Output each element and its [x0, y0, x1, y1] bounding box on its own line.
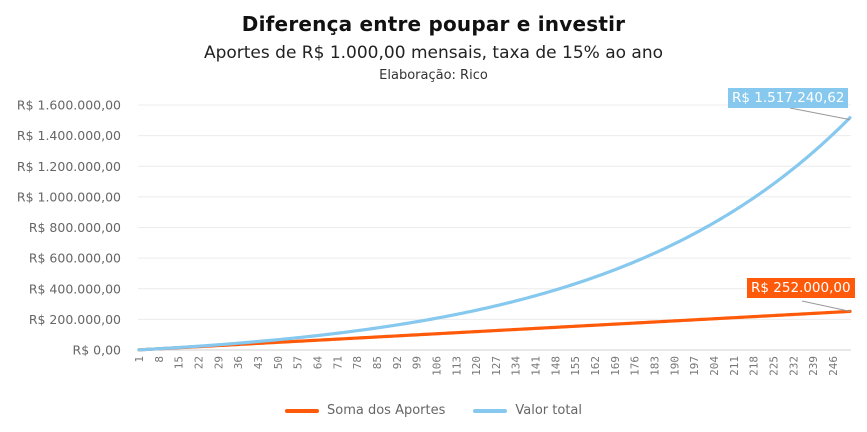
- x-tick-label: 155: [569, 356, 582, 376]
- x-tick-label: 162: [589, 356, 602, 376]
- x-tick-label: 92: [391, 356, 404, 369]
- data-label-valor-total: R$ 1.517.240,62: [728, 88, 849, 108]
- x-tick-label: 22: [192, 356, 205, 369]
- x-tick-label: 169: [609, 356, 622, 376]
- x-axis-ticks: 1 8 15 22 29 36 43 50 57 64 71 78 85 92 99 106 113 120 127…: [133, 356, 840, 376]
- x-tick-label: 106: [430, 356, 443, 376]
- x-tick-label: 43: [252, 356, 265, 369]
- x-tick-label: 141: [530, 356, 543, 376]
- x-tick-label: 127: [490, 356, 503, 376]
- x-tick-label: 50: [272, 356, 285, 369]
- x-tick-label: 183: [649, 356, 662, 376]
- x-tick-label: 239: [807, 356, 820, 376]
- x-tick-label: 204: [708, 356, 721, 376]
- y-tick-label: R$ 1.000.000,00: [17, 189, 121, 204]
- x-tick-label: 15: [173, 356, 186, 369]
- x-tick-label: 176: [629, 356, 642, 376]
- x-tick-label: 78: [351, 356, 364, 369]
- grid-lines: [138, 104, 851, 351]
- data-label-soma-aportes: R$ 252.000,00: [747, 278, 855, 298]
- y-tick-label: R$ 1.400.000,00: [17, 128, 121, 143]
- legend-item-soma-aportes[interactable]: Soma dos Aportes: [284, 403, 446, 418]
- legend: Soma dos Aportes Valor total: [0, 403, 867, 418]
- x-tick-label: 134: [510, 356, 523, 376]
- x-tick-label: 113: [450, 356, 463, 376]
- x-tick-label: 36: [232, 356, 245, 369]
- x-tick-label: 64: [311, 356, 324, 370]
- x-tick-label: 211: [728, 356, 741, 376]
- y-tick-label: R$ 1.600.000,00: [17, 98, 121, 113]
- y-tick-label: R$ 1.200.000,00: [17, 159, 121, 174]
- line-chart: R$ 0,00 R$ 200.000,00 R$ 400.000,00 R$ 600.…: [17, 98, 852, 376]
- legend-item-valor-total[interactable]: Valor total: [473, 403, 582, 418]
- series-line-valor-total: [137, 116, 852, 352]
- chart-credit: Elaboração: Rico: [379, 68, 488, 83]
- x-tick-label: 1: [133, 356, 146, 363]
- x-tick-label: 225: [768, 356, 781, 376]
- y-tick-label: R$ 200.000,00: [29, 312, 121, 327]
- legend-swatch-valor-total: [473, 408, 508, 413]
- label-leaders: [789, 107, 851, 312]
- y-tick-label: R$ 600.000,00: [29, 251, 121, 266]
- legend-label: Soma dos Aportes: [326, 403, 446, 418]
- x-tick-label: 57: [292, 356, 305, 369]
- x-tick-label: 246: [827, 356, 840, 376]
- y-axis-ticks: R$ 0,00 R$ 200.000,00 R$ 400.000,00 R$ 600.…: [17, 98, 121, 358]
- leader-line-soma-aportes: [801, 300, 851, 312]
- series-line-soma-aportes: [137, 309, 852, 352]
- legend-label: Valor total: [515, 403, 582, 418]
- x-tick-label: 8: [153, 356, 166, 363]
- x-tick-label: 99: [411, 356, 424, 369]
- x-tick-label: 85: [371, 356, 384, 369]
- y-tick-label: R$ 400.000,00: [29, 281, 121, 296]
- chart-title: Diferença entre poupar e investir: [241, 12, 626, 36]
- y-tick-label: R$ 0,00: [73, 343, 121, 358]
- series-lines: [137, 116, 852, 352]
- legend-swatch-soma-aportes: [284, 408, 319, 413]
- x-tick-label: 148: [549, 356, 562, 376]
- x-tick-label: 190: [668, 356, 681, 376]
- x-tick-label: 232: [787, 356, 800, 376]
- x-tick-label: 29: [212, 356, 225, 369]
- x-tick-label: 71: [331, 356, 344, 369]
- x-tick-label: 120: [470, 356, 483, 376]
- x-tick-label: 197: [688, 356, 701, 376]
- x-tick-label: 218: [748, 356, 761, 376]
- y-tick-label: R$ 800.000,00: [29, 220, 121, 235]
- leader-line-valor-total: [789, 107, 851, 121]
- chart-subtitle: Aportes de R$ 1.000,00 mensais, taxa de …: [203, 43, 664, 63]
